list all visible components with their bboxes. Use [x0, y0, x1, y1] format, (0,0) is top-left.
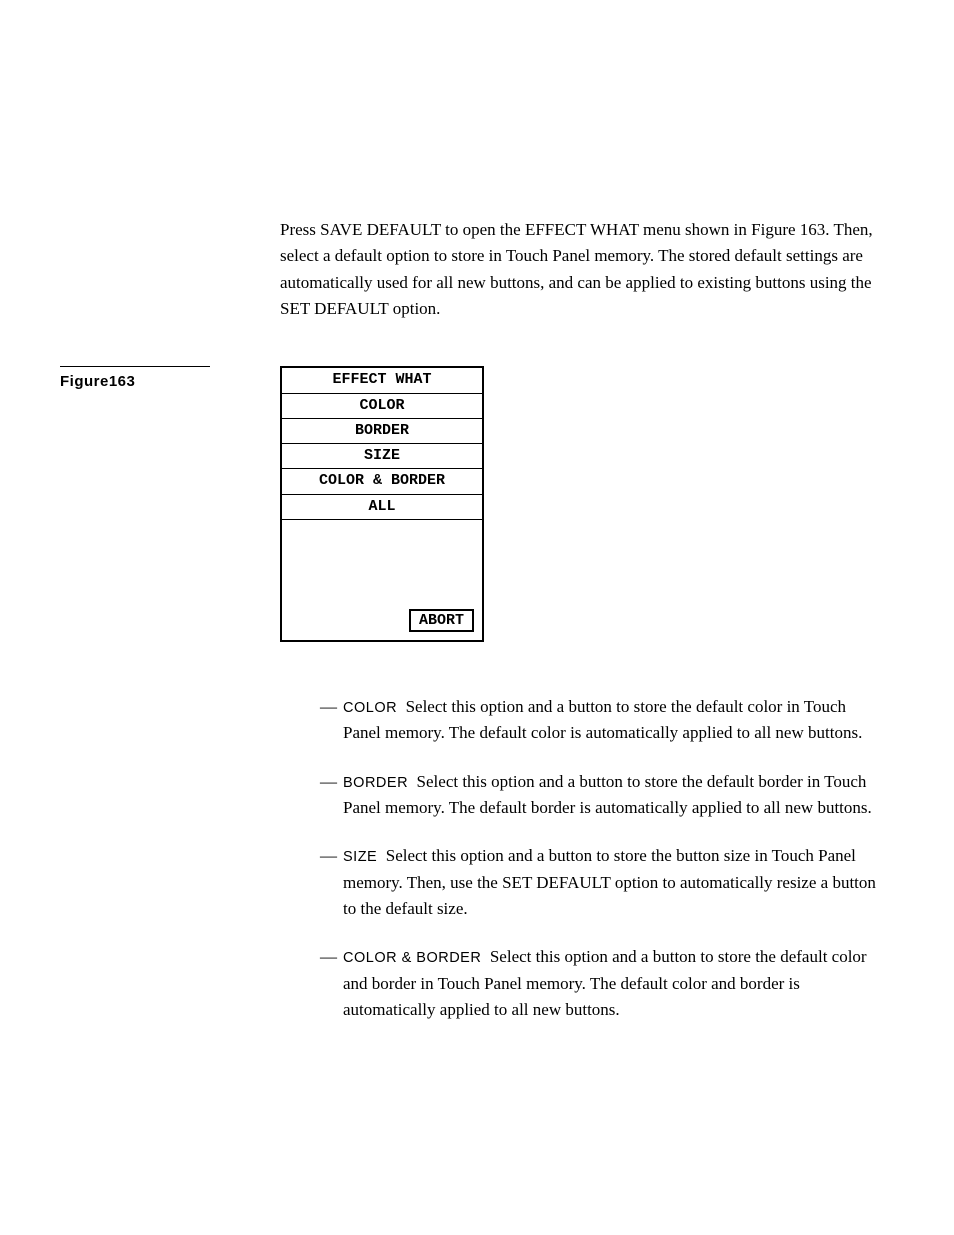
menu-blank-area: ABORT — [282, 520, 482, 640]
option-size: — SIZE Select this option and a button t… — [320, 843, 884, 922]
option-color: — COLOR Select this option and a button … — [320, 694, 884, 747]
option-body: COLOR & BORDER Select this option and a … — [343, 944, 884, 1023]
menu-item-size[interactable]: SIZE — [282, 444, 482, 469]
figure-label: Figure163 — [60, 373, 280, 390]
figure-label-column: Figure163 — [60, 366, 280, 390]
menu-item-color-border[interactable]: COLOR & BORDER — [282, 469, 482, 494]
dash-icon: — — [320, 694, 337, 747]
option-body: COLOR Select this option and a button to… — [343, 694, 884, 747]
menu-item-color[interactable]: COLOR — [282, 394, 482, 419]
option-name: COLOR & BORDER — [343, 950, 481, 966]
intro-paragraph: Press SAVE DEFAULT to open the EFFECT WH… — [280, 217, 884, 322]
option-name: SIZE — [343, 849, 377, 865]
dash-icon: — — [320, 944, 337, 1023]
option-border: — BORDER Select this option and a button… — [320, 769, 884, 822]
option-name: COLOR — [343, 700, 397, 716]
option-list: — COLOR Select this option and a button … — [320, 694, 884, 1023]
option-name: BORDER — [343, 775, 408, 791]
effect-what-menu: EFFECT WHAT COLOR BORDER SIZE COLOR & BO… — [280, 366, 484, 642]
option-desc: Select this option and a button to store… — [343, 697, 862, 742]
abort-button[interactable]: ABORT — [409, 609, 474, 632]
option-body: BORDER Select this option and a button t… — [343, 769, 884, 822]
option-color-border: — COLOR & BORDER Select this option and … — [320, 944, 884, 1023]
option-desc: Select this option and a button to store… — [343, 846, 876, 918]
dash-icon: — — [320, 843, 337, 922]
figure-row: Figure163 EFFECT WHAT COLOR BORDER SIZE … — [60, 366, 884, 642]
option-body: SIZE Select this option and a button to … — [343, 843, 884, 922]
menu-item-all[interactable]: ALL — [282, 495, 482, 520]
menu-title: EFFECT WHAT — [282, 368, 482, 393]
document-page: Press SAVE DEFAULT to open the EFFECT WH… — [0, 0, 954, 1105]
menu-item-border[interactable]: BORDER — [282, 419, 482, 444]
option-desc: Select this option and a button to store… — [343, 772, 872, 817]
figure-label-rule — [60, 366, 210, 367]
dash-icon: — — [320, 769, 337, 822]
